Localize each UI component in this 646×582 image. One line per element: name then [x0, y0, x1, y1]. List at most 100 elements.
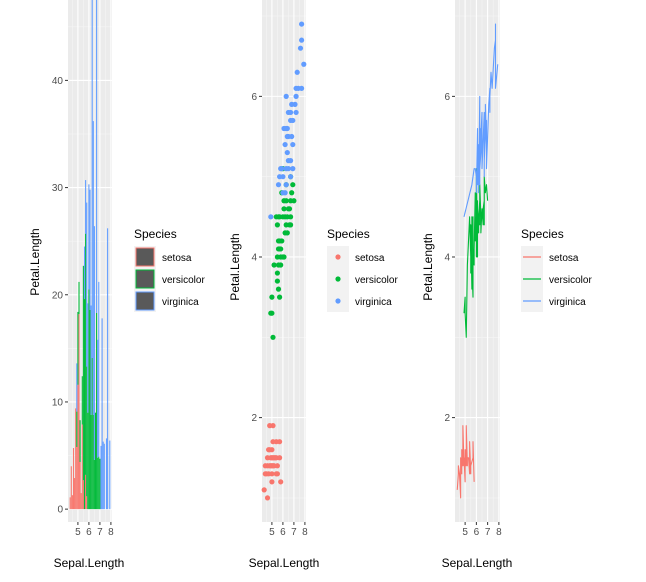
bar-versicolor — [81, 376, 83, 425]
point-virginica — [301, 61, 307, 67]
legend-label-versicolor: versicolor — [355, 275, 398, 286]
bar-versicolor — [91, 358, 93, 510]
legend-key-versicolor — [335, 276, 341, 282]
y-tick-label: 40 — [52, 76, 64, 87]
x-axis-title: Sepal.Length — [442, 556, 513, 570]
point-versicolor — [288, 214, 294, 220]
point-virginica — [297, 45, 304, 51]
y-tick-label: 0 — [57, 505, 63, 516]
legend-label-setosa: setosa — [162, 253, 192, 264]
bar-virginica — [107, 228, 109, 510]
bar-virginica — [105, 438, 108, 510]
point-virginica — [299, 37, 305, 43]
point-versicolor — [269, 294, 275, 300]
y-tick-label: 6 — [444, 92, 450, 103]
bar-versicolor — [83, 299, 86, 510]
y-axis-title: Petal.Length — [228, 233, 242, 300]
point-virginica — [292, 101, 298, 107]
x-tick-label: 8 — [302, 527, 308, 538]
x-tick-label: 8 — [496, 527, 502, 538]
bar-virginica — [100, 445, 102, 510]
point-versicolor — [274, 278, 280, 284]
legend-key-virginica — [134, 290, 156, 312]
bar-setosa — [82, 480, 84, 510]
point-setosa — [269, 447, 275, 453]
point-versicolor — [271, 262, 277, 268]
bar-virginica — [101, 318, 103, 510]
point-versicolor — [286, 206, 293, 212]
bar-setosa — [86, 496, 88, 510]
bar-setosa — [74, 478, 76, 510]
bar-setosa — [79, 461, 81, 510]
bar-versicolor — [77, 311, 79, 385]
bar-versicolor — [79, 420, 81, 462]
point-versicolor — [281, 254, 287, 260]
point-versicolor — [288, 222, 294, 228]
point-virginica — [268, 214, 274, 220]
x-tick-label: 7 — [291, 527, 297, 538]
point-virginica — [288, 109, 294, 116]
point-setosa — [269, 471, 275, 477]
bar-virginica — [91, 0, 93, 359]
point-virginica — [288, 174, 294, 180]
legend-label-setosa: setosa — [549, 253, 579, 264]
bar-virginica — [90, 305, 92, 415]
point-virginica — [282, 190, 288, 196]
bar-versicolor — [86, 366, 88, 497]
point-virginica — [283, 182, 289, 188]
bar-virginica — [98, 281, 100, 457]
bar-virginica — [89, 189, 91, 310]
bar-virginica — [85, 180, 87, 234]
legend-label-versicolor: versicolor — [549, 275, 592, 286]
bar-versicolor — [82, 265, 84, 481]
legend: Species setosa versicolor virginica — [327, 227, 398, 312]
points-layer — [261, 21, 307, 501]
point-virginica — [275, 182, 282, 188]
x-tick-label: 5 — [269, 527, 275, 538]
point-virginica — [285, 166, 291, 172]
bar-virginica — [88, 184, 90, 290]
y-axis-title: Petal.Length — [28, 228, 42, 295]
x-tick-label: 5 — [75, 527, 81, 538]
legend: Species setosa versicolor virginica — [134, 227, 205, 312]
bar-setosa — [78, 314, 80, 510]
bar-versicolor — [85, 233, 87, 475]
point-setosa — [270, 423, 276, 429]
bar-virginica — [92, 121, 94, 415]
legend-label-versicolor: versicolor — [162, 275, 205, 286]
y-axis-title: Petal.Length — [421, 233, 435, 300]
bar-versicolor — [90, 414, 92, 510]
x-tick-label: 8 — [108, 527, 114, 538]
line-virginica — [463, 23, 499, 217]
point-setosa — [277, 455, 283, 461]
x-axis-title: Sepal.Length — [54, 556, 125, 570]
point-versicolor — [283, 198, 289, 204]
point-setosa — [274, 463, 280, 469]
point-versicolor — [269, 310, 275, 316]
bar-virginica — [83, 246, 86, 300]
x-tick-label: 6 — [280, 527, 286, 538]
bars-layer — [69, 0, 111, 510]
legend-label-setosa: setosa — [355, 253, 385, 264]
bar-setosa — [70, 466, 72, 510]
point-versicolor — [284, 230, 290, 236]
legend-title: Species — [134, 227, 177, 241]
point-setosa — [278, 479, 284, 485]
point-versicolor — [281, 206, 287, 212]
legend-key-setosa — [134, 246, 156, 268]
legend-key-virginica — [335, 298, 341, 304]
bar-setosa — [80, 493, 82, 510]
legend-label-virginica: virginica — [162, 297, 199, 308]
point-versicolor — [270, 334, 276, 340]
line-versicolor — [463, 168, 489, 338]
bar-setosa — [69, 497, 71, 510]
point-setosa — [274, 471, 280, 477]
bar-setosa — [85, 474, 87, 510]
minor-gridlines — [455, 0, 500, 522]
point-versicolor — [290, 182, 296, 188]
point-versicolor — [277, 294, 283, 300]
bar-setosa — [76, 446, 78, 510]
point-virginica — [282, 141, 288, 148]
